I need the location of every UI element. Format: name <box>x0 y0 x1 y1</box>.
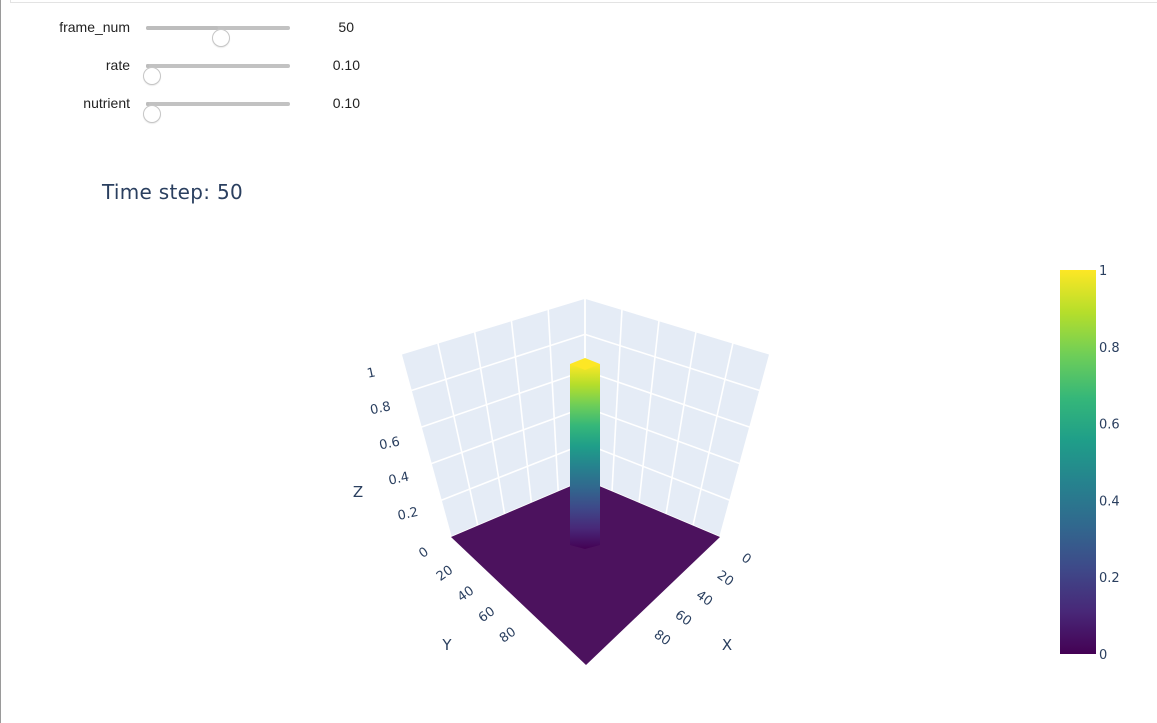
rate-label: rate <box>105 57 130 73</box>
surface-floor[interactable] <box>451 480 720 665</box>
back-right-wall <box>585 298 770 537</box>
frame-num-slider-row: frame_num 50 <box>0 16 420 47</box>
frame-num-label: frame_num <box>59 19 130 35</box>
z-gridline <box>584 442 731 502</box>
x-tick-label: 40 <box>693 588 715 610</box>
x-gridline <box>692 342 734 526</box>
colorbar-tick-label: 0.8 <box>1099 341 1120 356</box>
x-gridline <box>665 331 697 515</box>
rate-slider-fill <box>146 64 149 68</box>
x-tick-label: 60 <box>672 608 694 630</box>
colorbar: 0 0.2 0.4 0.6 0.8 1 <box>1060 264 1120 663</box>
x-tick-label: 0 <box>738 551 753 568</box>
y-tick-label: 0 <box>416 545 431 562</box>
scene-panes <box>401 298 770 537</box>
z-gridline <box>410 333 586 392</box>
nutrient-slider-fill <box>146 102 149 106</box>
colorbar-tick-label: 0 <box>1099 648 1107 663</box>
colorbar-gradient-bar <box>1060 270 1096 654</box>
z-gridline <box>420 370 586 428</box>
surface-peak-cap[interactable] <box>570 358 600 370</box>
nutrient-value: 0.10 <box>332 95 360 111</box>
top-border <box>10 2 1157 3</box>
z-axis-title: Z <box>353 483 363 501</box>
back-left-wall <box>401 298 585 537</box>
frame-num-slider-track[interactable] <box>146 26 290 47</box>
colorbar-tick-label: 1 <box>1099 264 1107 279</box>
x-axis-title: X <box>722 636 732 654</box>
y-gridline <box>473 331 506 515</box>
nutrient-slider-row: nutrient 0.10 <box>0 92 420 123</box>
z-gridline <box>584 297 771 355</box>
y-gridline <box>400 353 452 538</box>
x-gridline <box>611 309 623 492</box>
z-tick-label: 0.6 <box>378 434 401 453</box>
nutrient-label: nutrient <box>83 95 130 111</box>
frame-num-slider-handle[interactable] <box>212 29 230 47</box>
rate-slider-handle[interactable] <box>142 67 161 85</box>
z-gridline <box>584 333 761 392</box>
left-border <box>0 0 1 723</box>
y-tick-label: 60 <box>476 604 498 626</box>
z-gridline <box>584 406 741 465</box>
y-tick-label: 20 <box>434 563 456 585</box>
x-gridline <box>719 353 771 538</box>
z-tick-label: 0.4 <box>387 470 410 489</box>
surface-peak-column[interactable] <box>570 364 600 549</box>
colorbar-tick-label: 0.2 <box>1099 571 1120 586</box>
rate-slider-track[interactable] <box>142 64 290 85</box>
z-tick-label: 0.2 <box>396 505 419 524</box>
plot-title: Time step: 50 <box>102 180 244 204</box>
z-tick-label: 0.8 <box>369 399 392 418</box>
rate-value: 0.10 <box>332 57 360 73</box>
x-tick-label: 20 <box>714 568 736 590</box>
z-tick-label: 1 <box>366 365 377 381</box>
x-tick-label: 80 <box>651 627 673 649</box>
y-gridline <box>510 320 533 503</box>
top-border-notch <box>10 0 11 3</box>
y-gridline <box>437 342 479 526</box>
nutrient-slider-handle[interactable] <box>142 105 161 123</box>
z-gridline <box>584 370 751 428</box>
x-gridline <box>638 320 660 503</box>
colorbar-tick-label: 0.4 <box>1099 494 1120 509</box>
nutrient-slider-track[interactable] <box>142 102 290 123</box>
z-gridline <box>400 297 586 355</box>
y-tick-label: 40 <box>455 583 477 605</box>
z-gridline <box>440 442 586 502</box>
y-gridline <box>547 309 559 492</box>
rate-slider-row: rate 0.10 <box>0 54 420 85</box>
y-tick-label: 80 <box>497 625 519 647</box>
frame-num-value: 50 <box>338 19 354 35</box>
z-gridline <box>430 406 586 465</box>
surface-mesh[interactable] <box>451 358 720 665</box>
frame-num-slider-fill <box>146 26 218 30</box>
y-axis-title: Y <box>441 636 452 654</box>
colorbar-tick-label: 0.6 <box>1099 418 1120 433</box>
